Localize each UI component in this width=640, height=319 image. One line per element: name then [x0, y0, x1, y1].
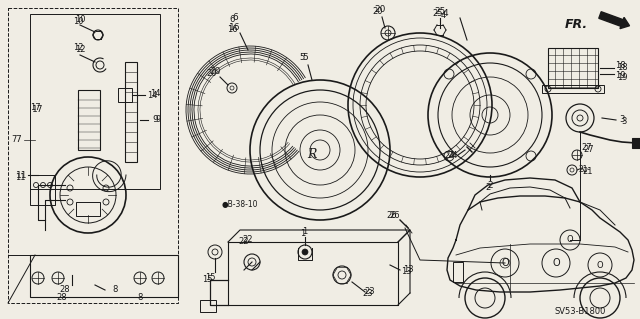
- Text: 28: 28: [60, 286, 70, 294]
- Text: 9: 9: [152, 115, 158, 124]
- Text: 26: 26: [390, 211, 400, 219]
- Text: 20: 20: [209, 68, 221, 77]
- Text: 24: 24: [445, 152, 455, 160]
- Text: 4: 4: [442, 10, 448, 19]
- Text: SV53-B1800: SV53-B1800: [554, 308, 605, 316]
- Text: O: O: [552, 258, 560, 268]
- Text: 6: 6: [229, 16, 235, 25]
- Text: 13: 13: [403, 265, 413, 275]
- Text: 28: 28: [57, 293, 67, 302]
- Text: 5: 5: [300, 54, 305, 63]
- Text: 20: 20: [372, 8, 383, 17]
- Text: 18: 18: [614, 61, 625, 70]
- Bar: [76, 202, 100, 216]
- Text: 25: 25: [435, 8, 445, 17]
- Text: 1: 1: [302, 227, 308, 236]
- Text: 7: 7: [12, 136, 17, 145]
- Text: 9: 9: [156, 115, 161, 124]
- Text: 18: 18: [617, 63, 627, 71]
- Text: 11: 11: [16, 170, 28, 180]
- FancyArrow shape: [599, 12, 630, 29]
- Text: 6: 6: [232, 13, 238, 23]
- Text: 26: 26: [387, 211, 397, 220]
- Text: 27: 27: [584, 145, 595, 154]
- Text: 27: 27: [582, 144, 592, 152]
- Bar: [200, 300, 216, 312]
- Text: 22: 22: [239, 238, 249, 247]
- Text: 17: 17: [29, 103, 40, 113]
- Bar: [542, 85, 604, 93]
- Text: 12: 12: [75, 46, 85, 55]
- Text: 20: 20: [207, 70, 217, 78]
- Bar: [632, 138, 640, 148]
- Text: FR.: FR.: [565, 18, 588, 31]
- Text: 10: 10: [75, 16, 85, 25]
- Bar: [125, 62, 137, 162]
- Circle shape: [302, 249, 308, 255]
- Bar: [30, 14, 160, 189]
- Text: O: O: [501, 258, 509, 268]
- Bar: [30, 175, 55, 205]
- Text: 24: 24: [448, 151, 458, 160]
- Bar: [8, 8, 178, 303]
- Text: 15: 15: [205, 273, 215, 283]
- Text: 17: 17: [32, 106, 44, 115]
- Bar: [30, 255, 178, 297]
- Text: 12: 12: [73, 43, 83, 53]
- Bar: [453, 262, 463, 282]
- Text: 16: 16: [229, 24, 241, 33]
- Text: 19: 19: [615, 70, 625, 79]
- Text: 4: 4: [440, 11, 445, 20]
- Text: 14: 14: [150, 90, 160, 99]
- Text: 2: 2: [485, 182, 491, 191]
- Text: 22: 22: [243, 235, 253, 244]
- Text: 25: 25: [433, 10, 444, 19]
- Text: 8: 8: [112, 286, 118, 294]
- Text: R: R: [307, 149, 317, 161]
- Text: O: O: [596, 261, 604, 270]
- Bar: [78, 90, 100, 150]
- Text: 16: 16: [227, 26, 237, 34]
- Text: 14: 14: [147, 91, 157, 100]
- Text: 21: 21: [583, 167, 593, 175]
- Text: 2: 2: [487, 181, 493, 189]
- Text: 7: 7: [15, 136, 21, 145]
- Text: O: O: [566, 235, 573, 244]
- Text: 8: 8: [138, 293, 143, 302]
- Text: 23: 23: [365, 287, 375, 296]
- Text: 5: 5: [302, 54, 308, 63]
- Bar: [548, 48, 598, 88]
- Text: 20: 20: [374, 5, 386, 14]
- Text: 15: 15: [202, 276, 212, 285]
- Text: 3: 3: [620, 115, 625, 124]
- Text: 21-: 21-: [579, 166, 591, 174]
- Text: 13: 13: [401, 268, 412, 277]
- Text: 19: 19: [617, 72, 627, 81]
- Text: 11: 11: [15, 174, 25, 182]
- Text: 23: 23: [363, 290, 373, 299]
- Bar: [118, 88, 132, 102]
- Text: 1: 1: [300, 229, 306, 239]
- Text: 10: 10: [73, 18, 83, 26]
- Text: ●B-38-10: ●B-38-10: [222, 201, 259, 210]
- Text: 3: 3: [621, 117, 627, 127]
